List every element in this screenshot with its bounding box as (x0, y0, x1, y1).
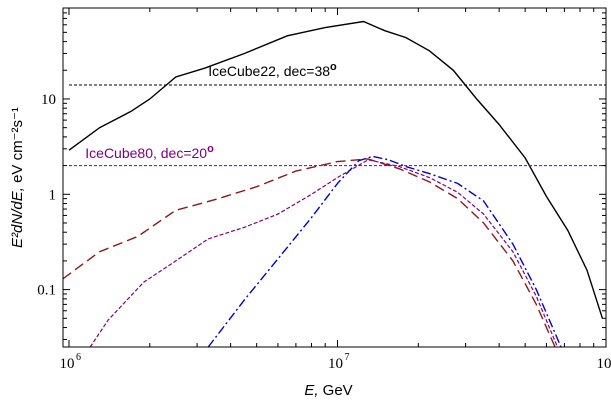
axis-labels: E, GeV E²dN/dE, eV cm⁻²s⁻¹ (9, 107, 353, 399)
x-tick-label: 10 (328, 356, 343, 372)
y-tick-label: 1 (49, 187, 57, 203)
x-tick-label: 10 (597, 356, 611, 372)
plot-frame (62, 7, 607, 348)
x-tick-exponent: 7 (344, 352, 349, 363)
annotation-1: IceCube80, dec=20o (85, 143, 214, 161)
y-tick-label: 10 (41, 92, 56, 108)
annotations: IceCube22, dec=38o IceCube80, dec=20o (85, 61, 337, 161)
series-line-0 (68, 20, 604, 319)
x-axis-label: E, GeV (304, 382, 352, 399)
y-tick-label: 0.1 (37, 283, 56, 299)
annotation-0: IceCube22, dec=38o (208, 61, 337, 79)
plot-lines (63, 20, 606, 347)
x-tick-label: 10 (59, 356, 74, 372)
y-axis-label: E²dN/dE, eV cm⁻²s⁻¹ (9, 107, 26, 248)
series-line-1 (63, 158, 556, 347)
series-line-3 (207, 155, 562, 347)
series-line-2 (89, 159, 559, 347)
x-tick-exponent: 6 (76, 352, 81, 363)
